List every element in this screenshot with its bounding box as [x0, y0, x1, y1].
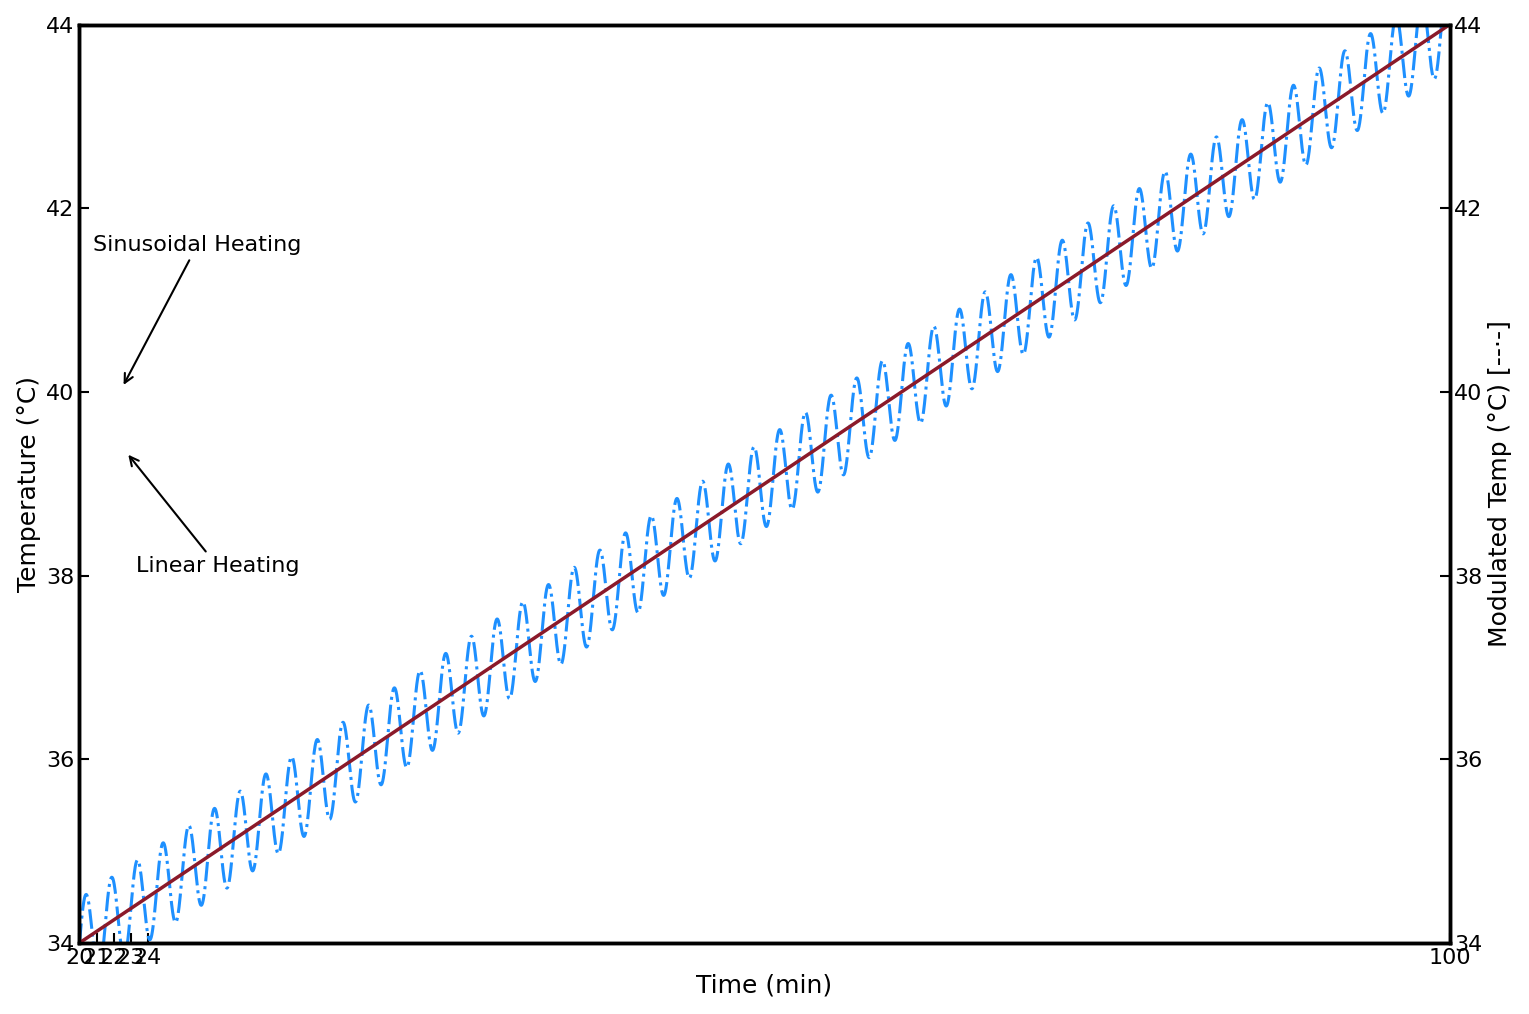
Text: Sinusoidal Heating: Sinusoidal Heating: [93, 235, 301, 383]
Y-axis label: Temperature (°C): Temperature (°C): [17, 376, 41, 592]
Text: Linear Heating: Linear Heating: [130, 456, 300, 576]
X-axis label: Time (min): Time (min): [696, 973, 833, 998]
Y-axis label: Modulated Temp (°C) [--·-]: Modulated Temp (°C) [--·-]: [1488, 320, 1512, 647]
